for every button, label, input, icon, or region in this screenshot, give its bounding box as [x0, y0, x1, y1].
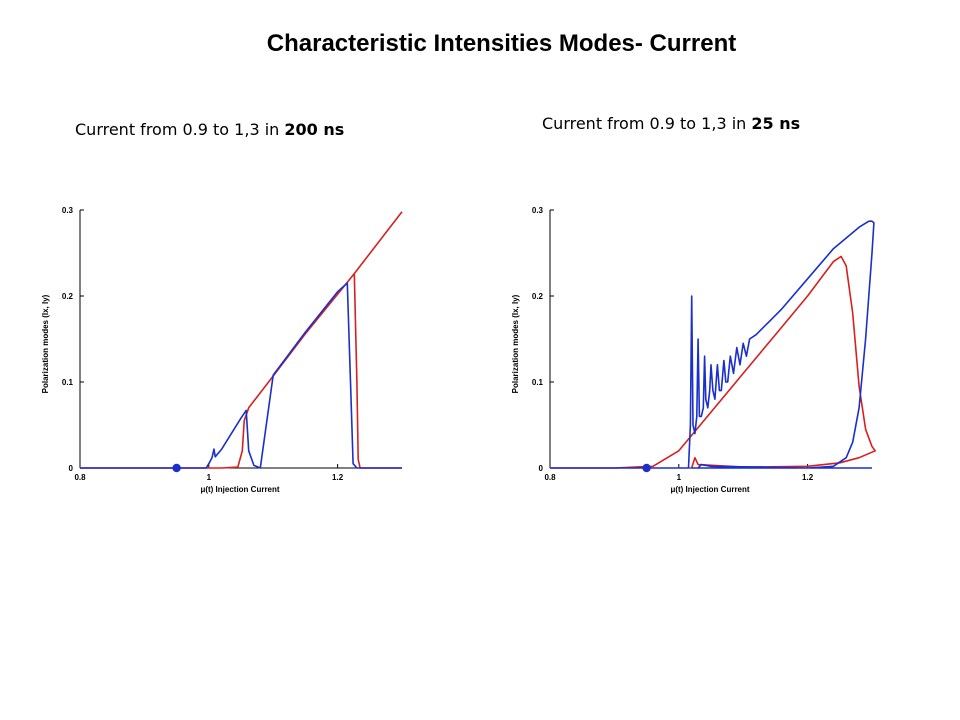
caption-left-duration: 200 ns [284, 120, 345, 139]
left-ytick-label: 0.1 [62, 378, 74, 387]
right-xtick-label: 0.8 [544, 473, 556, 482]
page-title: Characteristic Intensities Modes- Curren… [266, 30, 737, 57]
left-series-red-0 [80, 272, 402, 469]
caption-right-duration: 25 ns [751, 114, 801, 133]
right-ytick-label: 0.1 [532, 378, 544, 387]
right-y-axis-title: Polarization modes (Ix, Iy) [511, 294, 520, 393]
right-ytick-label: 0.3 [532, 206, 544, 215]
right-xtick-label: 1.2 [802, 473, 814, 482]
caption-left-text: Current from 0.9 to 1,3 in [75, 120, 285, 139]
left-xtick-label: 1.2 [332, 473, 344, 482]
left-ytick-label: 0.3 [62, 206, 74, 215]
left-start-marker [172, 463, 181, 473]
left-y-axis-title: Polarization modes (Ix, Iy) [41, 294, 50, 393]
caption-right-text: Current from 0.9 to 1,3 in [542, 114, 752, 133]
right-ytick-label: 0.2 [532, 292, 544, 301]
caption-right: Current from 0.9 to 1,3 in 25 ns [542, 114, 800, 133]
left-ytick-label: 0 [69, 464, 74, 473]
right-ytick-label: 0 [539, 464, 544, 473]
right-series-blue-1 [550, 220, 875, 469]
left-xtick-label: 0.8 [74, 473, 86, 482]
right-x-axis-title: μ(t) Injection Current [670, 485, 749, 494]
caption-left: Current from 0.9 to 1,3 in 200 ns [75, 120, 344, 139]
left-series-red-1 [353, 211, 403, 275]
left-xtick-label: 1 [207, 473, 212, 482]
right-series-red-0 [550, 255, 876, 469]
right-xtick-label: 1 [677, 473, 682, 482]
left-series-blue-2 [80, 282, 402, 469]
right-start-marker [642, 463, 651, 473]
left-x-axis-title: μ(t) Injection Current [200, 485, 279, 494]
left-ytick-label: 0.2 [62, 292, 74, 301]
